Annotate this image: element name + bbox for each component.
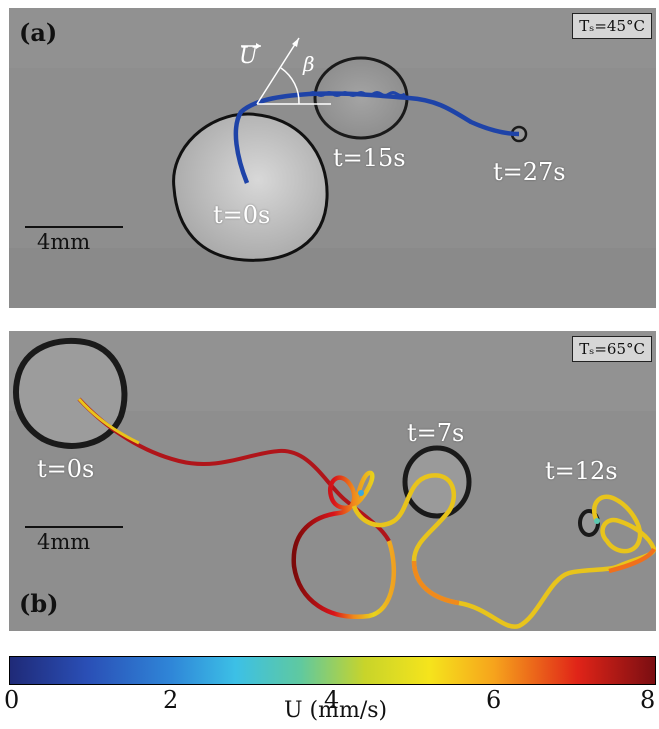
velocity-label: U — [239, 44, 258, 69]
colorbar-tick-0: 0 — [4, 686, 20, 714]
colorbar-tick-2: 2 — [163, 686, 179, 714]
scale-bar-a: 4mm — [25, 226, 123, 254]
panel-b: (b) Tₛ=65°C t=0s t=7s t=12s 4mm — [9, 331, 656, 631]
colorbar-label: U (mm/s) — [284, 698, 388, 723]
time-label-b-1: t=7s — [407, 419, 465, 447]
panel-b-label: (b) — [19, 589, 59, 618]
colorbar-tick-6: 6 — [486, 686, 502, 714]
time-label-a-2: t=27s — [493, 158, 566, 186]
droplet-t0 — [172, 112, 329, 262]
colorbar-tick-4: 4 — [324, 686, 340, 714]
droplet-t0-b — [13, 337, 128, 449]
colorbar — [9, 656, 656, 685]
panel-a-image — [9, 8, 656, 308]
time-label-b-0: t=0s — [37, 455, 95, 483]
angle-arc — [280, 67, 300, 105]
angle-label: β — [303, 52, 315, 76]
colorbar-tick-8: 8 — [640, 686, 656, 714]
time-label-b-2: t=12s — [545, 457, 618, 485]
time-label-a-0: t=0s — [213, 201, 271, 229]
velocity-arrow — [256, 37, 300, 105]
scale-bar-a-label: 4mm — [37, 230, 91, 254]
panel-a-label: (a) — [19, 18, 58, 47]
trajectory-b-loops — [291, 470, 397, 619]
droplet-t7 — [402, 445, 472, 519]
temperature-label-b: Tₛ=65°C — [572, 336, 652, 362]
panel-b-image — [9, 331, 656, 631]
scale-bar-b-label: 4mm — [37, 530, 91, 554]
scale-bar-b: 4mm — [25, 526, 123, 554]
time-label-a-1: t=15s — [333, 144, 406, 172]
panel-a: (a) Tₛ=45°C U β t=0s t=15s t=27s 4mm — [9, 8, 656, 308]
temperature-label-a: Tₛ=45°C — [572, 13, 652, 39]
